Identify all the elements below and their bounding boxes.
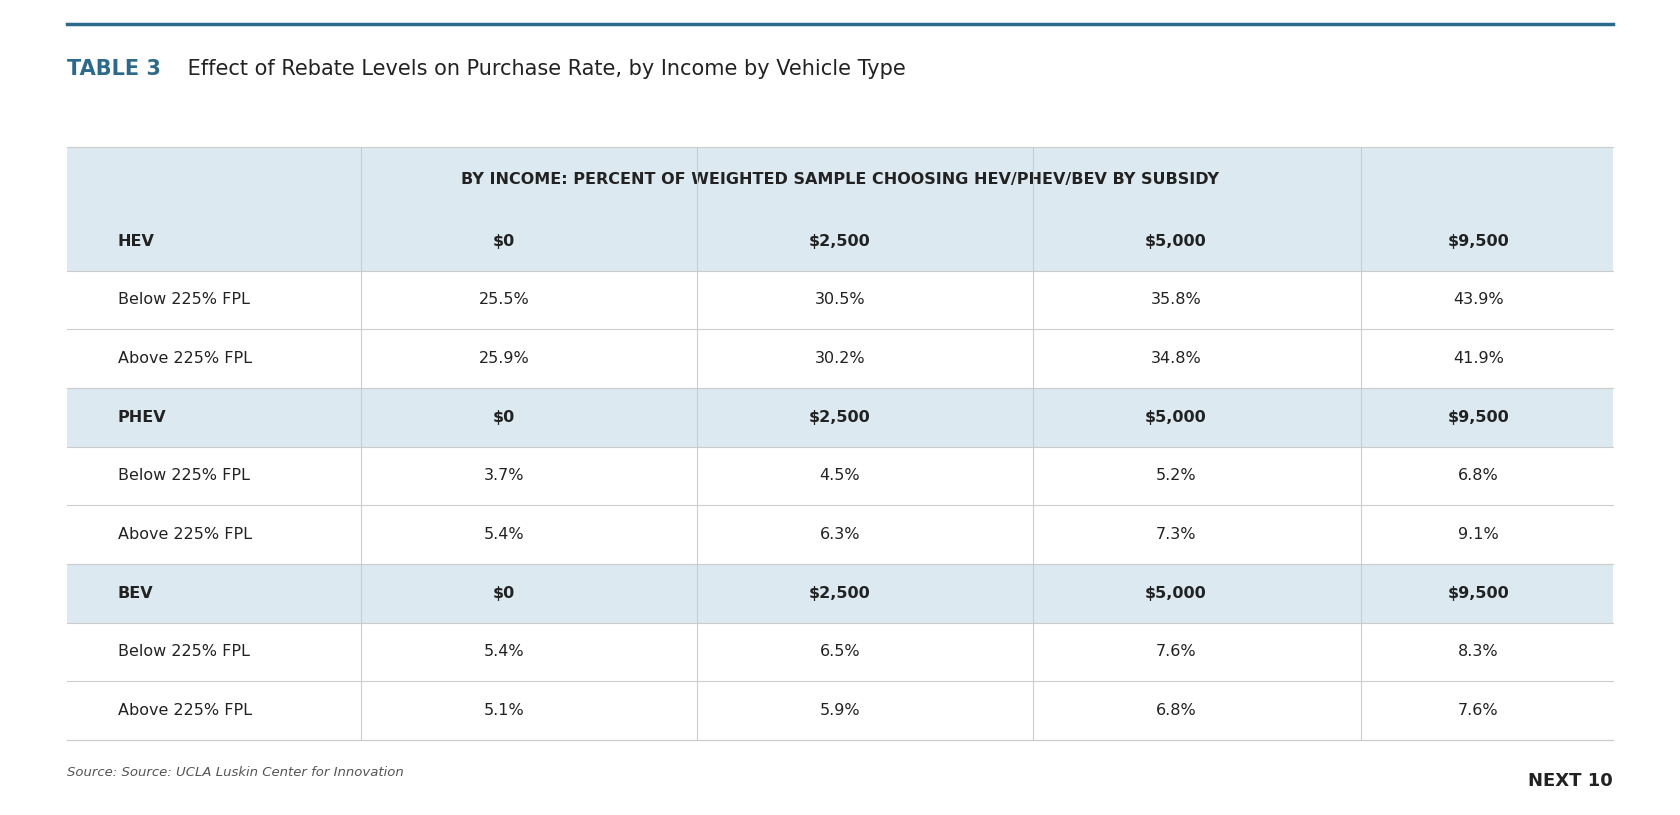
Text: 7.6%: 7.6% <box>1156 645 1196 659</box>
Text: 25.5%: 25.5% <box>479 293 529 307</box>
Text: 4.5%: 4.5% <box>820 469 860 483</box>
Text: $5,000: $5,000 <box>1146 410 1206 425</box>
Text: 35.8%: 35.8% <box>1151 293 1201 307</box>
Text: 5.1%: 5.1% <box>484 703 524 718</box>
Text: $0: $0 <box>492 234 516 249</box>
Text: $9,500: $9,500 <box>1448 410 1509 425</box>
Text: $5,000: $5,000 <box>1146 234 1206 249</box>
Text: $2,500: $2,500 <box>810 586 870 601</box>
Text: 6.8%: 6.8% <box>1458 469 1499 483</box>
Text: 25.9%: 25.9% <box>479 351 529 366</box>
Text: 34.8%: 34.8% <box>1151 351 1201 366</box>
Text: $9,500: $9,500 <box>1448 586 1509 601</box>
Text: 5.2%: 5.2% <box>1156 469 1196 483</box>
Text: 5.9%: 5.9% <box>820 703 860 718</box>
Text: 7.6%: 7.6% <box>1458 703 1499 718</box>
Text: 5.4%: 5.4% <box>484 645 524 659</box>
Text: BY INCOME: PERCENT OF WEIGHTED SAMPLE CHOOSING HEV/PHEV/BEV BY SUBSIDY: BY INCOME: PERCENT OF WEIGHTED SAMPLE CH… <box>460 172 1220 187</box>
Text: 6.8%: 6.8% <box>1156 703 1196 718</box>
FancyBboxPatch shape <box>67 271 1613 329</box>
Text: 6.3%: 6.3% <box>820 527 860 542</box>
Text: 8.3%: 8.3% <box>1458 645 1499 659</box>
FancyBboxPatch shape <box>67 388 1613 447</box>
Text: Above 225% FPL: Above 225% FPL <box>118 527 252 542</box>
Text: $0: $0 <box>492 586 516 601</box>
Text: $5,000: $5,000 <box>1146 586 1206 601</box>
Text: TABLE 3: TABLE 3 <box>67 59 161 79</box>
Text: $2,500: $2,500 <box>810 410 870 425</box>
Text: HEV: HEV <box>118 234 155 249</box>
Text: Above 225% FPL: Above 225% FPL <box>118 703 252 718</box>
FancyBboxPatch shape <box>67 212 1613 271</box>
Text: NEXT 10: NEXT 10 <box>1529 772 1613 790</box>
Text: Effect of Rebate Levels on Purchase Rate, by Income by Vehicle Type: Effect of Rebate Levels on Purchase Rate… <box>181 59 906 79</box>
Text: Source: Source: UCLA Luskin Center for Innovation: Source: Source: UCLA Luskin Center for I… <box>67 766 403 779</box>
Text: 43.9%: 43.9% <box>1453 293 1504 307</box>
Text: 3.7%: 3.7% <box>484 469 524 483</box>
Text: Above 225% FPL: Above 225% FPL <box>118 351 252 366</box>
Text: Below 225% FPL: Below 225% FPL <box>118 293 249 307</box>
Text: Below 225% FPL: Below 225% FPL <box>118 469 249 483</box>
FancyBboxPatch shape <box>67 505 1613 564</box>
Text: 41.9%: 41.9% <box>1453 351 1504 366</box>
Text: 9.1%: 9.1% <box>1458 527 1499 542</box>
Text: 6.5%: 6.5% <box>820 645 860 659</box>
FancyBboxPatch shape <box>67 147 1613 212</box>
Text: BEV: BEV <box>118 586 153 601</box>
FancyBboxPatch shape <box>67 447 1613 505</box>
Text: PHEV: PHEV <box>118 410 166 425</box>
Text: $2,500: $2,500 <box>810 234 870 249</box>
Text: $0: $0 <box>492 410 516 425</box>
Text: Below 225% FPL: Below 225% FPL <box>118 645 249 659</box>
FancyBboxPatch shape <box>67 564 1613 623</box>
Text: $9,500: $9,500 <box>1448 234 1509 249</box>
Text: 30.2%: 30.2% <box>815 351 865 366</box>
Text: 5.4%: 5.4% <box>484 527 524 542</box>
Text: 30.5%: 30.5% <box>815 293 865 307</box>
FancyBboxPatch shape <box>67 623 1613 681</box>
Text: 7.3%: 7.3% <box>1156 527 1196 542</box>
FancyBboxPatch shape <box>67 329 1613 388</box>
FancyBboxPatch shape <box>67 681 1613 740</box>
